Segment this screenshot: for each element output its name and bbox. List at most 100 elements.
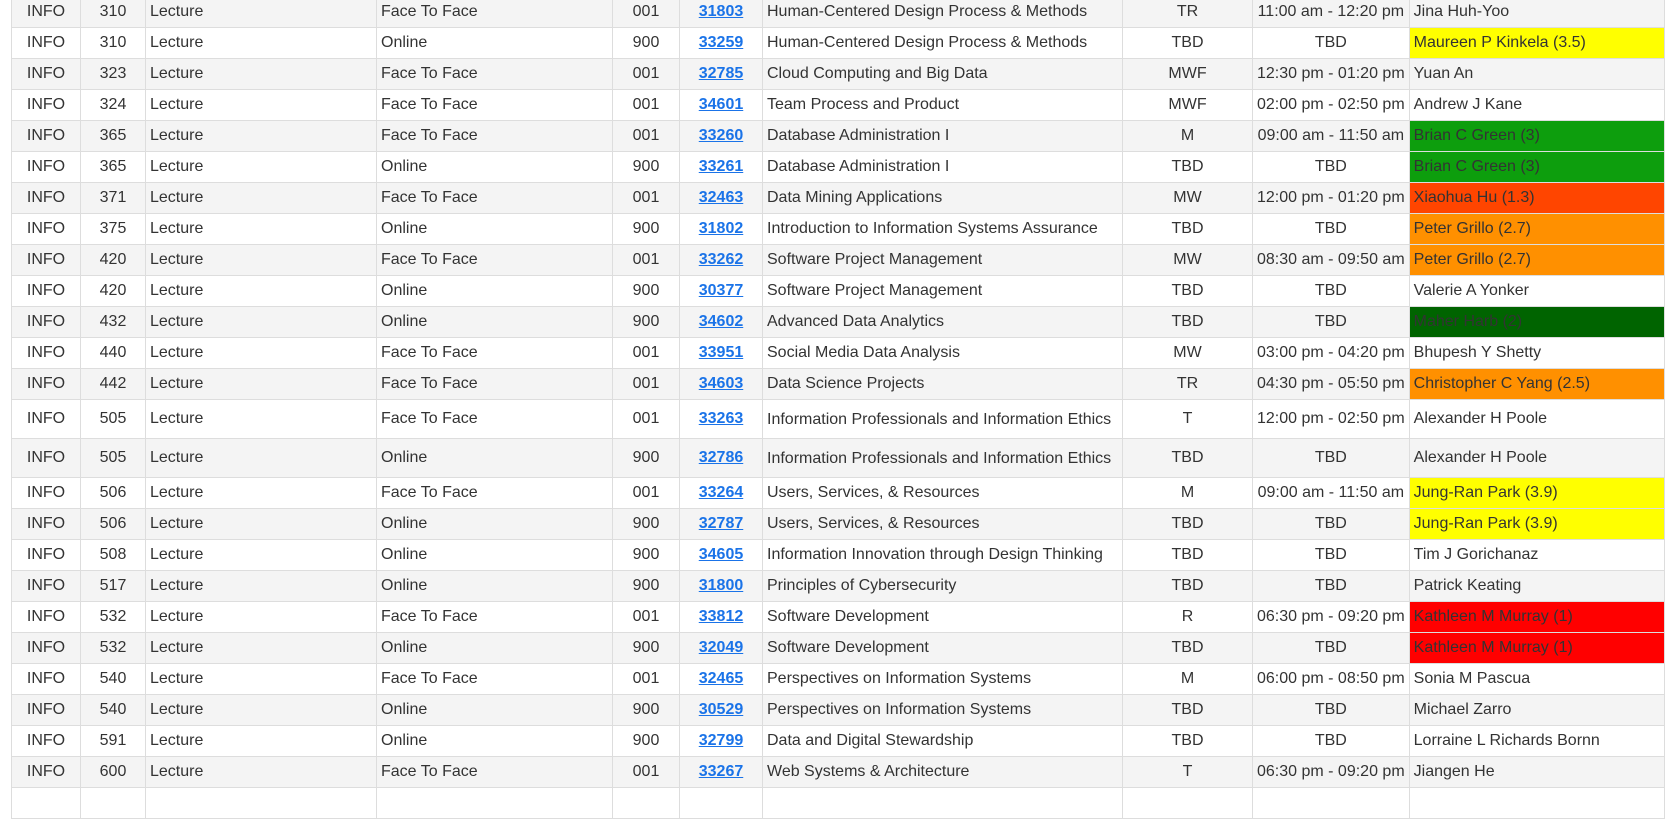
- table-row: INFO 365 Lecture Online 900 33261 Database Adm…: [11, 151, 1665, 183]
- course-schedule-body: INFO 310 Lecture Face To Face 001 31803 Human-…: [11, 0, 1665, 819]
- crn-link[interactable]: 31803: [698, 3, 744, 20]
- crn-link[interactable]: 33261: [698, 158, 744, 175]
- course-title-cell: Software Project Management: [762, 275, 1123, 307]
- instruction-mode-cell: Online: [376, 27, 613, 59]
- crn-cell: 31803: [679, 0, 763, 28]
- component-cell: Lecture: [145, 368, 377, 400]
- table-row: INFO 506 Lecture Online 900 32787 Users, Servi…: [11, 508, 1665, 540]
- instruction-mode-cell: Face To Face: [376, 399, 613, 439]
- crn-link[interactable]: 32465: [698, 670, 744, 687]
- course-title-cell: Team Process and Product: [762, 89, 1123, 121]
- table-row: INFO 505 Lecture Online 900 32786 Information …: [11, 438, 1665, 478]
- course-title-cell: Web Systems & Architecture: [762, 756, 1123, 788]
- days-cell: TBD: [1122, 508, 1253, 540]
- section-cell: 001: [612, 663, 680, 695]
- course-title-cell: [762, 787, 1123, 819]
- crn-link[interactable]: 33259: [698, 34, 744, 51]
- days-cell: T: [1122, 756, 1253, 788]
- table-row: INFO 600 Lecture Face To Face 001 33267 Web Sy…: [11, 756, 1665, 788]
- crn-link[interactable]: 30529: [698, 701, 744, 718]
- course-number-cell: 310: [80, 27, 146, 59]
- section-cell: 900: [612, 306, 680, 338]
- days-cell: TBD: [1122, 539, 1253, 571]
- crn-link[interactable]: 33264: [698, 484, 744, 501]
- crn-link[interactable]: 33262: [698, 251, 744, 268]
- time-cell: 03:00 pm - 04:20 pm: [1252, 337, 1410, 369]
- subject-cell: INFO: [11, 275, 81, 307]
- crn-cell: 32787: [679, 508, 763, 540]
- section-cell: 900: [612, 275, 680, 307]
- crn-link[interactable]: 32785: [698, 65, 744, 82]
- subject-cell: INFO: [11, 508, 81, 540]
- crn-link[interactable]: 32463: [698, 189, 744, 206]
- days-cell: TBD: [1122, 306, 1253, 338]
- crn-link[interactable]: 33260: [698, 127, 744, 144]
- days-cell: T: [1122, 399, 1253, 439]
- course-title-cell: Introduction to Information Systems Assu…: [762, 213, 1123, 245]
- time-cell: TBD: [1252, 275, 1410, 307]
- time-cell: 09:00 am - 11:50 am: [1252, 477, 1410, 509]
- subject-cell: INFO: [11, 601, 81, 633]
- subject-cell: INFO: [11, 0, 81, 28]
- crn-link[interactable]: 33812: [698, 608, 744, 625]
- course-title-cell: Cloud Computing and Big Data: [762, 58, 1123, 90]
- subject-cell: [11, 787, 81, 819]
- days-cell: TR: [1122, 0, 1253, 28]
- section-cell: 900: [612, 539, 680, 571]
- instructor-cell: Brian C Green (3): [1408, 151, 1665, 183]
- subject-cell: INFO: [11, 368, 81, 400]
- section-cell: 001: [612, 399, 680, 439]
- instructor-cell: Alexander H Poole: [1408, 399, 1665, 439]
- crn-link[interactable]: 34605: [698, 546, 744, 563]
- crn-link[interactable]: 31800: [698, 577, 744, 594]
- table-row: [11, 787, 1665, 819]
- time-cell: TBD: [1252, 438, 1410, 478]
- crn-link[interactable]: 34602: [698, 313, 744, 330]
- crn-link[interactable]: 34603: [698, 375, 744, 392]
- course-title-cell: Users, Services, & Resources: [762, 477, 1123, 509]
- days-cell: M: [1122, 120, 1253, 152]
- crn-link[interactable]: 32786: [698, 449, 744, 466]
- crn-cell: 33262: [679, 244, 763, 276]
- subject-cell: INFO: [11, 337, 81, 369]
- crn-cell: 34605: [679, 539, 763, 571]
- crn-link[interactable]: 33951: [698, 344, 744, 361]
- crn-link[interactable]: 32049: [698, 639, 744, 656]
- course-number-cell: 432: [80, 306, 146, 338]
- crn-link[interactable]: 32787: [698, 515, 744, 532]
- time-cell: 06:30 pm - 09:20 pm: [1252, 601, 1410, 633]
- instruction-mode-cell: Face To Face: [376, 0, 613, 28]
- section-cell: 001: [612, 337, 680, 369]
- instruction-mode-cell: Face To Face: [376, 89, 613, 121]
- crn-link[interactable]: 31802: [698, 220, 744, 237]
- crn-cell: 30377: [679, 275, 763, 307]
- course-number-cell: 508: [80, 539, 146, 571]
- days-cell: TBD: [1122, 632, 1253, 664]
- crn-link[interactable]: 33267: [698, 763, 744, 780]
- table-row: INFO 532 Lecture Face To Face 001 33812 Softwa…: [11, 601, 1665, 633]
- time-cell: [1252, 787, 1410, 819]
- instruction-mode-cell: Face To Face: [376, 337, 613, 369]
- component-cell: Lecture: [145, 306, 377, 338]
- crn-link[interactable]: 34601: [698, 96, 744, 113]
- table-row: INFO 440 Lecture Face To Face 001 33951 Social…: [11, 337, 1665, 369]
- time-cell: 04:30 pm - 05:50 pm: [1252, 368, 1410, 400]
- instructor-cell: Yuan An: [1408, 58, 1665, 90]
- crn-link[interactable]: 30377: [698, 282, 744, 299]
- instructor-cell: Alexander H Poole: [1408, 438, 1665, 478]
- section-cell: 001: [612, 477, 680, 509]
- crn-link[interactable]: 33263: [698, 410, 744, 427]
- instructor-cell: Kathleen M Murray (1): [1408, 601, 1665, 633]
- days-cell: TBD: [1122, 725, 1253, 757]
- instruction-mode-cell: Online: [376, 539, 613, 571]
- crn-link[interactable]: 32799: [698, 732, 744, 749]
- instruction-mode-cell: Online: [376, 275, 613, 307]
- course-title-cell: Software Project Management: [762, 244, 1123, 276]
- section-cell: 900: [612, 213, 680, 245]
- component-cell: Lecture: [145, 244, 377, 276]
- instructor-cell: Valerie A Yonker: [1408, 275, 1665, 307]
- table-row: INFO 506 Lecture Face To Face 001 33264 Users,…: [11, 477, 1665, 509]
- component-cell: Lecture: [145, 89, 377, 121]
- crn-cell: 33951: [679, 337, 763, 369]
- time-cell: TBD: [1252, 306, 1410, 338]
